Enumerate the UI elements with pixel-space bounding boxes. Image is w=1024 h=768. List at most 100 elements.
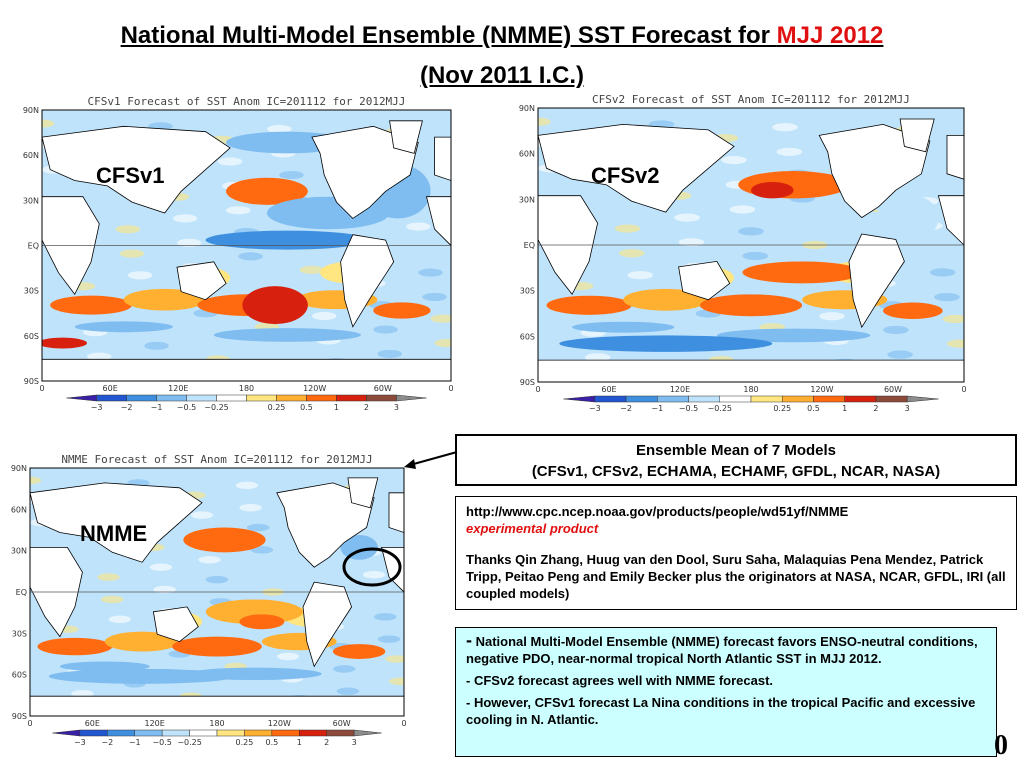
sst-anomaly-patch xyxy=(242,286,308,325)
colorbar-label: −0.25 xyxy=(177,738,202,747)
sst-anomaly-patch xyxy=(104,631,180,652)
continent-outline xyxy=(899,118,935,153)
colorbar-swatch xyxy=(396,394,427,402)
sst-anomaly-patch xyxy=(546,295,632,315)
colorbar-swatch xyxy=(186,394,217,402)
sst-anomaly-patch xyxy=(239,503,262,512)
continent-outline xyxy=(425,196,451,247)
sst-anomaly-patch xyxy=(678,238,705,247)
colorbar-label: 0.5 xyxy=(300,403,313,412)
colorbar-swatch xyxy=(594,395,627,403)
lon-tick-label: 120W xyxy=(268,719,291,728)
note-1: - National Multi-Model Ensemble (NMME) f… xyxy=(466,631,986,667)
lat-tick-label: 30S xyxy=(520,287,535,296)
sst-anomaly-patch xyxy=(716,328,871,343)
lon-tick-label: 60E xyxy=(103,384,118,393)
colorbar-swatch xyxy=(625,395,658,403)
sst-anomaly-patch xyxy=(108,615,131,623)
lat-tick-label: 90S xyxy=(24,377,39,386)
sst-anomaly-patch xyxy=(946,339,964,348)
colorbar-swatch xyxy=(657,395,689,403)
ensemble-line1: Ensemble Mean of 7 Models xyxy=(635,442,837,459)
colorbar-swatch xyxy=(156,394,187,402)
colorbar-label: 0.5 xyxy=(807,404,820,413)
sst-anomaly-patch xyxy=(213,328,362,342)
colorbar-swatch xyxy=(299,729,327,737)
sst-anomaly-patch xyxy=(934,292,960,302)
colorbar-label: −3 xyxy=(91,403,103,412)
colorbar-swatch xyxy=(276,394,307,402)
colorbar-label: −2 xyxy=(101,738,113,747)
sst-anomaly-patch xyxy=(217,157,243,166)
lat-tick-label: 90N xyxy=(519,104,535,113)
sst-anomaly-patch xyxy=(430,314,451,323)
lon-tick-label: 60E xyxy=(601,385,616,394)
sst-anomaly-patch xyxy=(738,227,764,236)
sst-anomaly-patch xyxy=(226,177,308,205)
notes-box: - National Multi-Model Ensemble (NMME) f… xyxy=(455,627,997,757)
colorbar-label: 2 xyxy=(873,404,878,413)
sst-anomaly-patch xyxy=(742,251,769,261)
lat-tick-label: 90N xyxy=(11,464,27,473)
continent-outline xyxy=(176,261,227,301)
colorbar-swatch xyxy=(79,729,108,737)
sst-anomaly-patch xyxy=(74,321,173,333)
sst-anomaly-patch xyxy=(887,195,939,240)
colorbar-swatch xyxy=(216,394,247,402)
colorbar-label: 3 xyxy=(905,404,910,413)
sst-anomaly-patch xyxy=(250,546,274,554)
continent-outline xyxy=(347,477,379,509)
sst-anomaly-patch xyxy=(86,352,112,361)
thanks-text: Thanks Qin Zhang, Huug van den Dool, Sur… xyxy=(466,552,1006,601)
sst-anomaly-patch xyxy=(172,214,198,223)
map-heading: CFSv1 Forecast of SST Anom IC=201112 for… xyxy=(88,95,406,108)
sst-anomaly-patch xyxy=(59,661,150,672)
sst-anomaly-patch xyxy=(883,325,909,335)
colorbar-swatch xyxy=(126,394,157,402)
sst-anomaly-patch xyxy=(887,350,913,359)
sst-anomaly-patch xyxy=(276,652,300,661)
sst-anomaly-patch xyxy=(30,476,42,485)
credits-box: http://www.cpc.ncep.noaa.gov/products/pe… xyxy=(455,496,1017,610)
sst-anomaly-patch xyxy=(572,321,675,333)
ensemble-line2: (CFSv1, CFSv2, ECHAMA, ECHAMF, GFDL, NCA… xyxy=(531,463,941,480)
continent-outline xyxy=(678,260,731,301)
colorbar-label: −0.5 xyxy=(152,738,171,747)
sst-anomaly-patch xyxy=(374,613,397,621)
sst-anomaly-patch xyxy=(149,563,173,571)
continent-outline xyxy=(152,606,199,643)
colorbar-label: −0.25 xyxy=(708,404,733,413)
continent-outline xyxy=(30,695,404,716)
sst-anomaly-patch xyxy=(153,585,176,594)
sst-anomaly-patch xyxy=(942,314,964,324)
sst-anomaly-patch xyxy=(418,268,443,277)
sst-anomaly-patch xyxy=(584,353,611,362)
lat-tick-label: 30N xyxy=(11,547,27,556)
lon-tick-label: 60E xyxy=(85,719,100,728)
colorbar-swatch xyxy=(52,729,81,737)
note-3: - However, CFSv1 forecast La Nina condit… xyxy=(466,695,976,727)
colorbar-swatch xyxy=(216,729,245,737)
lat-tick-label: 60S xyxy=(520,332,535,341)
map-heading: NMME Forecast of SST Anom IC=201112 for … xyxy=(61,453,372,466)
colorbar-swatch xyxy=(336,394,367,402)
sst-anomaly-patch xyxy=(751,181,794,199)
sst-anomaly-patch xyxy=(115,225,141,234)
source-link[interactable]: http://www.cpc.ncep.noaa.gov/products/pe… xyxy=(466,504,849,519)
continent-outline xyxy=(340,234,395,328)
colorbar-label: 1 xyxy=(842,404,847,413)
sst-anomaly-patch xyxy=(50,295,132,315)
colorbar-swatch xyxy=(353,729,382,737)
map-panel-nmme: NMME Forecast of SST Anom IC=201112 for … xyxy=(0,452,410,764)
ensemble-box: Ensemble Mean of 7 Models (CFSv1, CFSv2,… xyxy=(455,434,1017,486)
map-frame xyxy=(41,109,452,382)
model-label-cfsv2: CFSv2 xyxy=(591,163,660,188)
lon-tick-label: 0 xyxy=(448,384,453,393)
sst-anomaly-patch xyxy=(176,238,202,247)
colorbar-swatch xyxy=(366,394,397,402)
lat-tick-label: EQ xyxy=(524,241,535,250)
continent-outline xyxy=(538,123,735,213)
colorbar-label: −3 xyxy=(74,738,86,747)
sst-anomaly-patch xyxy=(144,341,169,350)
sst-anomaly-patch xyxy=(119,249,145,258)
